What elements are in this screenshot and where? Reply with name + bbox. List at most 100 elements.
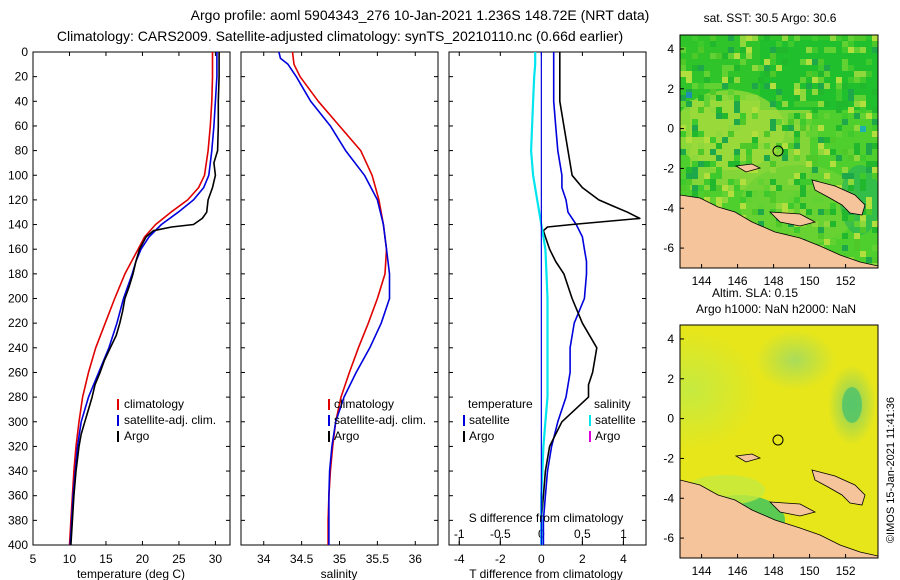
x2-tick-label: -1: [454, 527, 465, 541]
sst-pixel: [770, 59, 776, 65]
sst-pixel: [752, 35, 758, 41]
sst-pixel: [794, 125, 800, 131]
sst-pixel: [824, 221, 830, 227]
y-tick-label: 80: [15, 144, 29, 158]
x-tick-label: -4: [454, 552, 465, 566]
sst-pixel: [836, 155, 842, 161]
sst-pixel: [782, 59, 788, 65]
sst-pixel: [746, 149, 752, 155]
sst-pixel: [866, 149, 872, 155]
sst-pixel: [842, 101, 848, 107]
sst-pixel: [716, 143, 722, 149]
series-line-s-satellite: [529, 52, 549, 545]
map-y-tick-label: 4: [667, 42, 674, 56]
map-y-tick-label: -4: [663, 201, 674, 215]
sst-pixel: [758, 143, 764, 149]
x-tick-label: 15: [99, 552, 113, 566]
sst-pixel: [836, 131, 842, 137]
sst-pixel: [860, 227, 866, 233]
legend-t-satellite: satellite: [469, 413, 510, 427]
sst-pixel: [728, 179, 734, 185]
y-tick-label: 340: [8, 464, 28, 478]
title-line-1: Argo profile: aoml 5904343_276 10-Jan-20…: [191, 7, 650, 23]
sst-pixel: [806, 59, 812, 65]
sst-pixel: [740, 143, 746, 149]
sst-pixel: [812, 161, 818, 167]
sst-pixel: [800, 119, 806, 125]
sst-pixel: [746, 47, 752, 53]
sst-pixel: [872, 245, 878, 251]
sst-pixel: [812, 35, 818, 41]
sst-pixel: [734, 161, 740, 167]
sst-pixel: [824, 209, 830, 215]
series-line-satellite-adj-clim-: [278, 51, 391, 545]
sst-pixel: [758, 65, 764, 71]
sst-pixel: [836, 125, 842, 131]
sst-pixel: [692, 53, 698, 59]
sst-pixel: [794, 83, 800, 89]
difference-legend: temperature satellite Argo salinity sate…: [463, 397, 636, 443]
sst-pixel: [866, 143, 872, 149]
sst-pixel: [872, 35, 878, 41]
sst-pixel: [710, 185, 716, 191]
sst-pixel: [734, 119, 740, 125]
x2-tick-label: 0.5: [574, 527, 591, 541]
x-tick-label: 4: [620, 552, 627, 566]
sst-pixel: [752, 137, 758, 143]
sst-pixel: [794, 197, 800, 203]
sst-pixel: [680, 59, 686, 65]
sst-pixel: [842, 215, 848, 221]
sst-pixel: [788, 203, 794, 209]
sst-pixel: [830, 209, 836, 215]
sst-pixel: [680, 185, 686, 191]
sst-pixel: [740, 161, 746, 167]
sst-pixel: [734, 149, 740, 155]
sst-pixel: [770, 53, 776, 59]
y-tick-label: 220: [8, 316, 28, 330]
sst-pixel: [860, 35, 866, 41]
sst-pixel: [734, 77, 740, 83]
temperature-panel: [32, 51, 231, 546]
sst-pixel: [860, 107, 866, 113]
sst-pixel: [860, 155, 866, 161]
sst-pixel: [860, 101, 866, 107]
sst-pixel: [854, 239, 860, 245]
sst-pixel: [698, 149, 704, 155]
sst-pixel: [686, 101, 692, 107]
sst-pixel: [740, 203, 746, 209]
sst-pixel: [860, 47, 866, 53]
sst-pixel: [710, 83, 716, 89]
sst-pixel: [782, 47, 788, 53]
sst-pixel: [758, 179, 764, 185]
y-tick-label: 60: [15, 119, 29, 133]
sst-pixel: [788, 179, 794, 185]
sst-pixel: [740, 35, 746, 41]
sst-pixel: [794, 35, 800, 41]
y-tick-label: 40: [15, 94, 29, 108]
series-line-satellite-adj-clim-: [69, 52, 218, 546]
sst-pixel: [680, 95, 686, 101]
sst-pixel: [800, 209, 806, 215]
sst-pixel: [842, 167, 848, 173]
sst-pixel: [812, 89, 818, 95]
sst-pixel: [680, 125, 686, 131]
sst-pixel: [776, 47, 782, 53]
sst-pixel: [782, 143, 788, 149]
sst-pixel: [686, 137, 692, 143]
sst-pixel: [764, 65, 770, 71]
series-line-climatology: [291, 51, 388, 545]
sst-pixel: [716, 197, 722, 203]
sst-pixel: [800, 185, 806, 191]
sst-pixel: [770, 125, 776, 131]
sst-pixel: [692, 83, 698, 89]
sst-pixel: [806, 209, 812, 215]
sst-pixel: [842, 59, 848, 65]
sst-pixel: [860, 215, 866, 221]
sst-pixel: [848, 173, 854, 179]
map-x-tick-label: 144: [692, 564, 712, 578]
sst-pixel: [854, 47, 860, 53]
sst-pixel: [704, 197, 710, 203]
sst-pixel: [860, 113, 866, 119]
sst-pixel: [872, 143, 878, 149]
sst-pixel: [752, 65, 758, 71]
